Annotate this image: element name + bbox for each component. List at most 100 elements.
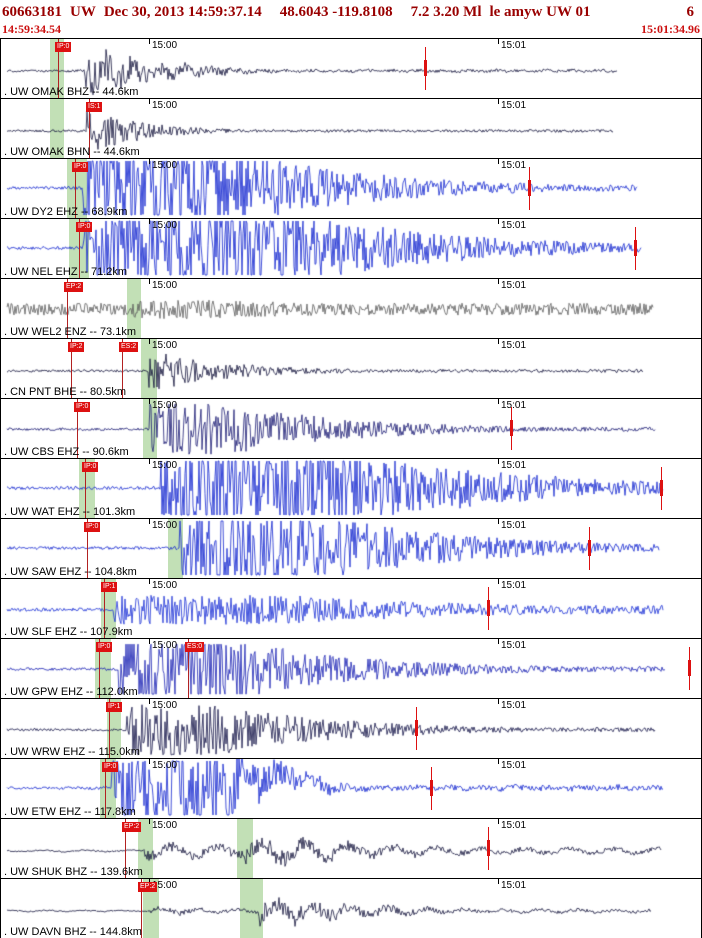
tick-label: 15:01 <box>501 520 527 531</box>
seismogram-canvas[interactable] <box>1 459 701 517</box>
tick-label: 15:00 <box>152 760 178 771</box>
tick-label: 15:01 <box>501 640 527 651</box>
station-label: . UW WRW EHZ -- 115.0km <box>4 746 140 758</box>
tick-label: 15:01 <box>501 460 527 471</box>
phase-pick-flag[interactable]: ES:2 <box>119 342 139 352</box>
tick-mark <box>498 339 499 344</box>
phase-pick-flag[interactable]: IP:0 <box>82 462 99 472</box>
station-label: . UW SAW EHZ -- 104.8km <box>4 566 137 578</box>
tick-mark <box>498 459 499 464</box>
tick-mark <box>498 639 499 644</box>
station-label: . UW NEL EHZ -- 71.2km <box>4 266 128 278</box>
phase-pick-flag[interactable]: EP:2 <box>138 882 158 892</box>
tick-label: 15:01 <box>501 280 527 291</box>
trace-row: . UW WEL2 ENZ -- 73.1km 15:00 15:01 EP:2 <box>0 279 702 339</box>
phase-pick-flag[interactable]: IS:1 <box>86 102 103 112</box>
phase-pick-flag[interactable]: IP:0 <box>72 162 89 172</box>
amplitude-marker-core <box>634 239 637 257</box>
trace-row: . UW OMAK BHZ -- 44.6km 15:00 15:01 IP:0 <box>0 39 702 99</box>
seismogram-canvas[interactable] <box>1 39 701 97</box>
tick-mark <box>149 699 150 704</box>
trace-row: . UW WRW EHZ -- 115.0km 15:00 15:01 IP:1 <box>0 699 702 759</box>
amplitude-marker[interactable] <box>424 47 427 90</box>
tick-label: 15:01 <box>501 100 527 111</box>
amplitude-marker-core <box>424 59 427 77</box>
tick-label: 15:00 <box>152 100 178 111</box>
amplitude-marker-core <box>487 839 490 857</box>
seismogram-canvas[interactable] <box>1 639 701 697</box>
pick-line <box>109 699 110 758</box>
amplitude-marker[interactable] <box>487 827 490 870</box>
amplitude-marker[interactable] <box>688 647 691 690</box>
phase-pick-flag[interactable]: IP:0 <box>55 42 72 52</box>
pick-line <box>141 879 142 938</box>
amplitude-marker-core <box>588 539 591 557</box>
station-label: . UW SLF EHZ -- 107.9km <box>4 626 133 638</box>
pick-line <box>188 639 189 698</box>
tick-mark <box>149 159 150 164</box>
seismogram-canvas[interactable] <box>1 219 701 277</box>
amplitude-marker[interactable] <box>660 467 663 510</box>
tick-mark <box>149 399 150 404</box>
amplitude-marker-core <box>430 779 433 797</box>
amplitude-marker[interactable] <box>634 227 637 270</box>
amplitude-marker[interactable] <box>510 407 513 450</box>
seismogram-canvas[interactable] <box>1 519 701 577</box>
pick-line <box>87 519 88 578</box>
seismogram-canvas[interactable] <box>1 99 701 157</box>
window-end-time: 15:01:34.96 <box>641 22 700 36</box>
phase-pick-flag[interactable]: EP:2 <box>64 282 84 292</box>
tick-label: 15:00 <box>152 340 178 351</box>
trace-row: . UW CBS EHZ -- 90.6km 15:00 15:01 IP:0 <box>0 399 702 459</box>
tick-label: 15:00 <box>152 820 178 831</box>
event-tags: le amyw UW 01 <box>489 3 591 20</box>
amplitude-marker[interactable] <box>487 587 490 630</box>
station-label: . UW OMAK BHZ -- 44.6km <box>4 86 139 98</box>
seismogram-canvas[interactable] <box>1 399 701 457</box>
tick-mark <box>498 699 499 704</box>
phase-pick-flag[interactable]: IP:0 <box>74 402 91 412</box>
amplitude-marker-core <box>415 719 418 737</box>
window-start-time: 14:59:34.54 <box>2 22 61 36</box>
phase-pick-flag[interactable]: IP:0 <box>84 522 101 532</box>
seismogram-canvas[interactable] <box>1 279 701 337</box>
trace-row: . UW GPW EHZ -- 112.0km 15:00 15:01 IP:0 ES… <box>0 639 702 699</box>
trace-list: . UW OMAK BHZ -- 44.6km 15:00 15:01 IP:0 .… <box>0 38 702 938</box>
pick-line <box>71 339 72 398</box>
seismogram-canvas[interactable] <box>1 579 701 637</box>
seismogram-canvas[interactable] <box>1 879 701 937</box>
pick-line <box>122 339 123 398</box>
seismogram-canvas[interactable] <box>1 159 701 217</box>
phase-pick-flag[interactable]: IP:1 <box>101 582 118 592</box>
event-origin-time: Dec 30, 2013 14:59:37.14 <box>103 3 262 20</box>
pick-line <box>99 639 100 698</box>
tick-mark <box>498 519 499 524</box>
amplitude-marker-core <box>528 179 531 197</box>
seismogram-canvas[interactable] <box>1 339 701 397</box>
tick-label: 15:01 <box>501 760 527 771</box>
seismogram-canvas[interactable] <box>1 819 701 877</box>
pick-line <box>77 399 78 458</box>
pick-line <box>89 99 90 158</box>
phase-pick-flag[interactable]: ES:0 <box>185 642 205 652</box>
amplitude-marker[interactable] <box>588 527 591 570</box>
event-network: UW <box>70 3 96 20</box>
phase-pick-flag[interactable]: IP:0 <box>96 642 113 652</box>
trace-row: . UW SAW EHZ -- 104.8km 15:00 15:01 IP:0 <box>0 519 702 579</box>
pick-line <box>105 759 106 818</box>
amplitude-marker[interactable] <box>430 767 433 810</box>
pick-line <box>67 279 68 338</box>
station-label: . UW SHUK BHZ -- 139.6km <box>4 866 143 878</box>
phase-pick-flag[interactable]: EP:2 <box>122 822 142 832</box>
station-label: . UW DY2 EHZ -- 68.9km <box>4 206 128 218</box>
amplitude-marker[interactable] <box>528 167 531 210</box>
event-count: 6 <box>686 3 695 20</box>
tick-label: 15:01 <box>501 880 527 891</box>
phase-pick-flag[interactable]: IP:0 <box>102 762 119 772</box>
phase-pick-flag[interactable]: IP:2 <box>68 342 85 352</box>
phase-pick-flag[interactable]: IP:0 <box>76 222 93 232</box>
trace-row: . UW SHUK BHZ -- 139.6km 15:00 15:01 EP:2 <box>0 819 702 879</box>
amplitude-marker[interactable] <box>415 707 418 750</box>
phase-pick-flag[interactable]: IP:1 <box>106 702 123 712</box>
